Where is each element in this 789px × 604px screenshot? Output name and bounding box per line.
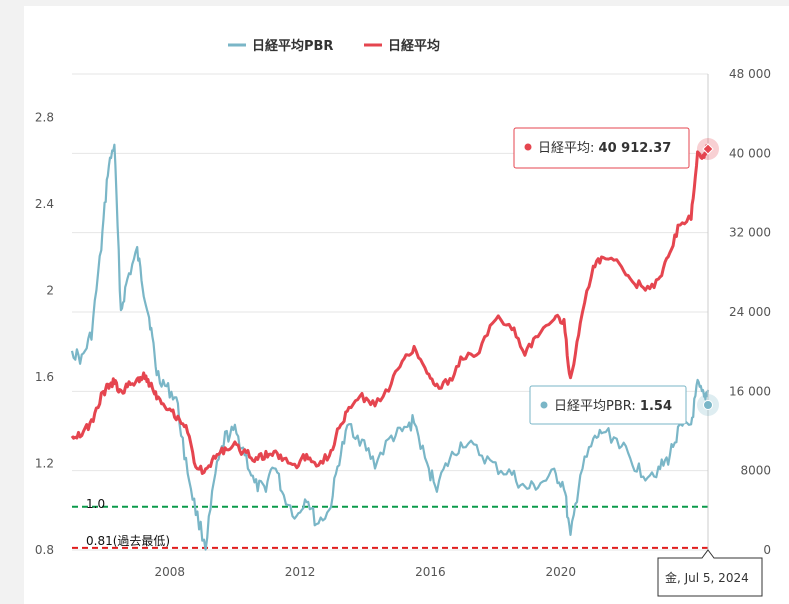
right-axis-tick-label: 40 000 [729,146,771,160]
left-axis-tick-label: 2.8 [35,110,54,124]
legend-item-nikkei[interactable]: 日経平均 [364,38,440,54]
tooltip-nikkei: 日経平均: 40 912.37 [513,127,690,169]
right-axis-tick-label: 8000 [740,464,771,478]
right-axis-ticks: 0 8000 16 000 24 000 32 000 40 000 48 000 [729,67,771,557]
tooltip-pbr-dot [540,401,548,409]
tooltip-pbr-value: 1.54 [640,399,672,414]
right-axis-tick-label: 0 [763,543,771,557]
reference-label-0-81: 0.81(過去最低) [86,534,170,548]
series-line-pbr [70,143,710,551]
tooltip-pbr: 日経平均PBR: 1.54 [529,385,687,425]
tooltip-date-label: 金, Jul 5, 2024 [665,570,749,585]
right-axis-tick-label: 24 000 [729,305,771,319]
left-axis-tick-label: 2 [46,283,54,297]
x-axis-tick-label: 2016 [415,565,446,579]
svg-text:日経平均: 40 912.37: 日経平均: 40 912.37 [538,141,671,156]
pbr-hover-marker [703,400,713,410]
right-axis-tick-label: 16 000 [729,384,771,398]
left-axis-ticks: 0.8 1.2 1.6 2 2.4 2.8 [35,110,54,557]
left-axis-tick-label: 2.4 [35,197,54,211]
tooltip-nikkei-dot [524,143,532,151]
nikkei-hover-marker [702,143,714,155]
tooltip-pbr-label: 日経平均PBR [554,399,632,414]
x-axis-ticks: 2008 2012 2016 2020 [154,565,576,579]
right-axis-tick-label: 32 000 [729,226,771,240]
legend-label-pbr: 日経平均PBR [252,38,333,54]
legend: 日経平均PBR 日経平均 [228,38,440,54]
chart-card: 0.8 1.2 1.6 2 2.4 2.8 0 8000 16 000 24 000 32 000… [24,6,789,604]
left-axis-tick-label: 1.2 [35,456,54,470]
series-line-nikkei [70,144,710,475]
x-axis-tick-label: 2020 [545,565,576,579]
reference-line-1-0: 1.0 [72,497,708,511]
x-axis-tick-label: 2008 [154,565,185,579]
legend-label-nikkei: 日経平均 [388,38,440,54]
left-axis-tick-label: 1.6 [35,370,54,384]
right-axis-tick-label: 48 000 [729,67,771,81]
chart-svg: 0.8 1.2 1.6 2 2.4 2.8 0 8000 16 000 24 000 32 000… [35,38,771,597]
svg-text:日経平均PBR: 1.54: 日経平均PBR: 1.54 [554,399,672,414]
x-axis-tick-label: 2012 [285,565,316,579]
reference-line-0-81: 0.81(過去最低) [72,534,708,549]
reference-label-1-0: 1.0 [86,497,105,511]
tooltip-nikkei-label: 日経平均 [538,141,590,156]
legend-item-pbr[interactable]: 日経平均PBR [228,38,333,54]
left-axis-tick-label: 0.8 [35,543,54,557]
tooltip-nikkei-value: 40 912.37 [599,141,672,156]
tooltip-date: 金, Jul 5, 2024 [657,549,763,597]
